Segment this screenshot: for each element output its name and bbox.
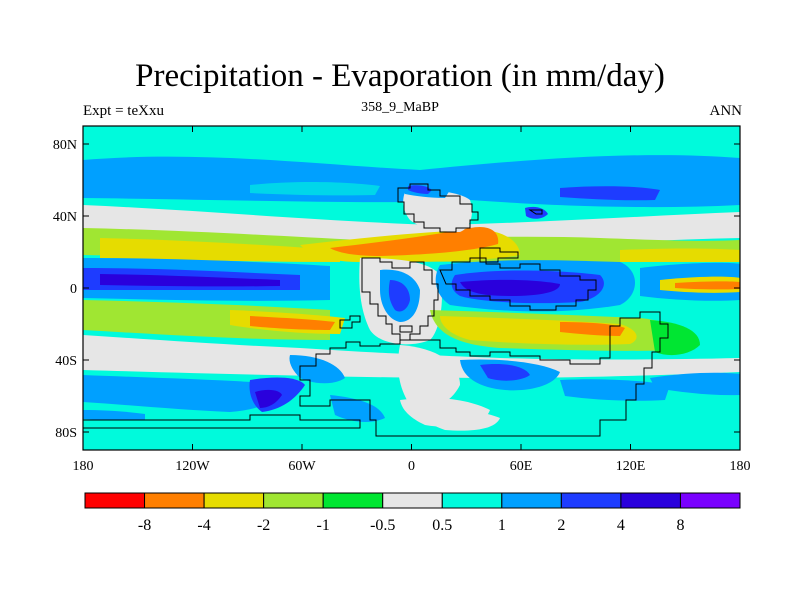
continent-outlines (83, 183, 669, 437)
colorbar-label: -0.5 (370, 517, 395, 534)
colorbar-label: -8 (138, 517, 151, 534)
contour-field (83, 126, 740, 450)
colorbar-label: -1 (317, 517, 330, 534)
y-tick-label: 80S (55, 426, 77, 441)
y-tick-label: 40S (55, 354, 77, 369)
colorbar-label: 2 (557, 517, 565, 534)
time-slice-label: 358_9_MaBP (361, 100, 439, 115)
colorbar-swatch (560, 492, 622, 509)
y-tick-labels: 80N 40N 0 40S 80S (53, 138, 77, 441)
colorbar-label: 8 (676, 517, 684, 534)
colorbar-swatch (501, 492, 562, 509)
colorbar-labels: -8 -4 -2 -1 -0.5 0.5 1 2 4 8 (138, 517, 685, 534)
x-tick-label: 60W (288, 459, 316, 474)
x-tick-label: 0 (408, 459, 415, 474)
x-tick-labels: 180 120W 60W 0 60E 120E 180 (73, 459, 751, 474)
y-tick-label: 0 (70, 282, 77, 297)
colorbar (84, 492, 741, 509)
colorbar-swatch (322, 492, 384, 509)
x-tick-label: 60E (510, 459, 533, 474)
x-tick-label: 180 (73, 459, 94, 474)
colorbar-swatch (382, 492, 443, 509)
colorbar-swatch (203, 492, 265, 509)
x-ticks (82, 126, 741, 450)
colorbar-swatch (679, 492, 741, 509)
colorbar-swatch (263, 492, 324, 509)
colorbar-swatch (144, 492, 205, 509)
x-tick-label: 180 (730, 459, 751, 474)
colorbar-swatch (441, 492, 503, 509)
map-title: Precipitation - Evaporation (in mm/day) (135, 58, 665, 94)
colorbar-label: -4 (197, 517, 210, 534)
colorbar-label: 4 (617, 517, 625, 534)
y-ticks (83, 143, 740, 433)
experiment-label: Expt = teXxu (83, 103, 164, 119)
colorbar-label: 1 (498, 517, 506, 534)
colorbar-label: 0.5 (432, 517, 452, 534)
y-tick-label: 80N (53, 138, 77, 153)
colorbar-swatch (620, 492, 681, 509)
colorbar-label: -2 (257, 517, 270, 534)
colorbar-swatch (84, 492, 146, 509)
x-tick-label: 120W (175, 459, 210, 474)
y-tick-label: 40N (53, 210, 77, 225)
x-tick-label: 120E (616, 459, 646, 474)
period-label: ANN (709, 103, 743, 119)
